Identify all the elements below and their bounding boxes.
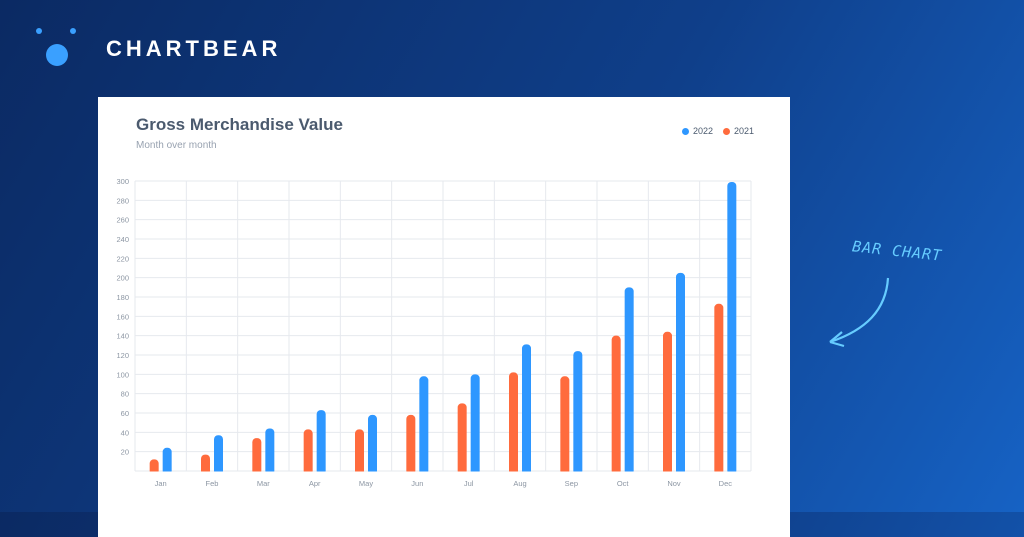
x-tick-label: Mar [257,479,270,488]
curved-arrow-icon [829,277,890,348]
bar-2021-jul [457,403,467,475]
bar-2022-sep [573,351,583,475]
bar-2021-sep [560,376,570,475]
y-tick-label: 140 [116,332,129,341]
bar-2021-aug [509,372,518,475]
brand: CHARTBEAR [36,28,281,70]
bear-logo-icon [36,28,82,70]
y-tick-label: 100 [116,370,129,379]
y-tick-label: 40 [121,428,129,437]
bar-2022-jul [470,374,480,475]
bar-2021-jun [406,414,416,475]
y-tick-label: 80 [121,390,129,399]
y-tick-label: 160 [116,312,129,321]
bar-2022-oct [624,287,634,475]
y-tick-label: 120 [116,351,129,360]
bar-2022-jun [419,376,429,475]
bar-2021-jan [149,459,159,475]
bar-2021-mar [252,438,262,475]
bar-2022-may [368,414,377,475]
bar-2021-nov [663,331,672,475]
bar-base-mask [135,471,751,476]
x-tick-label: Oct [617,479,630,488]
bar-2022-jan [162,447,172,475]
x-tick-label: Aug [513,479,526,488]
y-tick-label: 60 [121,409,129,418]
bar-2021-feb [201,454,210,475]
y-tick-label: 200 [116,274,129,283]
x-tick-label: Sep [565,479,578,488]
legend-dot-2021 [722,127,730,135]
bar-2022-apr [316,410,326,475]
x-tick-label: Dec [719,479,733,488]
bar-2021-oct [611,335,621,475]
legend-dot-2022 [681,127,689,135]
y-tick-label: 300 [116,177,129,186]
legend-label-2021: 2021 [733,126,754,136]
bar-2021-apr [303,429,313,475]
bar-2022-dec [727,181,737,475]
bar-2022-mar [265,428,275,475]
legend-label-2022: 2022 [692,126,713,136]
brand-name: CHARTBEAR [106,36,282,61]
x-tick-label: Apr [309,479,321,488]
y-tick-label: 20 [121,448,129,457]
y-tick-label: 260 [116,216,129,225]
bar-2022-nov [676,272,685,475]
bar-2022-feb [214,435,223,475]
bar-chart: 20 40 60 80 100 120 140 160 180 200 220 240 260 280 30… [116,177,752,488]
y-tick-label: 240 [116,235,129,244]
chart-card: Gross Merchandise Value Month over month… [98,97,790,537]
bar-chart-annotation: BAR CHART [851,237,943,265]
chart-subtitle: Month over month [136,140,217,151]
y-tick-label: 180 [116,293,129,302]
bar-2021-may [355,429,364,475]
bar-2022-aug [522,344,531,475]
y-tick-label: 280 [116,196,129,205]
x-tick-label: Jul [464,479,474,488]
legend-item-2021[interactable]: 2021 [722,126,754,136]
x-tick-label: Jan [155,479,167,488]
x-tick-label: Jun [411,479,423,488]
y-tick-label: 220 [116,254,129,263]
chart-legend: 2022 2021 [672,126,754,136]
legend-item-2022[interactable]: 2022 [681,126,713,136]
bar-2021-dec [714,303,724,475]
x-tick-label: Feb [206,479,219,488]
x-tick-label: Nov [667,479,681,488]
chart-title: Gross Merchandise Value [136,115,343,134]
x-tick-label: May [359,479,373,488]
